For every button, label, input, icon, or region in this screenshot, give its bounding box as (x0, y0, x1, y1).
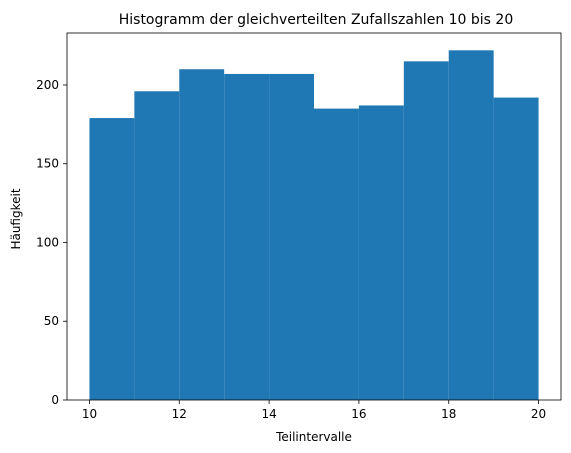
y-tick-label: 0 (51, 393, 59, 407)
x-tick-label: 12 (172, 407, 187, 421)
histogram-bar (493, 97, 539, 400)
y-axis: 0 50 100 150 200 (36, 78, 67, 407)
histogram-bar (358, 105, 404, 401)
histogram-bar (224, 73, 270, 400)
x-tick-label: 14 (261, 407, 276, 421)
chart-title: Histogramm der gleichverteilten Zufallsz… (119, 12, 514, 28)
plot-frame (66, 32, 562, 401)
histogram-bar (448, 50, 494, 401)
y-tick-label: 50 (44, 314, 59, 328)
x-axis: 10 12 14 16 18 20 (82, 400, 546, 421)
y-tick-label: 200 (36, 78, 59, 92)
histogram-bar (89, 118, 135, 401)
x-tick-label: 18 (441, 407, 456, 421)
bars-group (89, 50, 539, 401)
histogram-bar (179, 69, 225, 400)
x-tick-label: 10 (82, 407, 97, 421)
histogram-bar (134, 91, 180, 401)
histogram-bar (314, 108, 359, 400)
histogram-bar (269, 73, 314, 400)
y-tick-label: 100 (36, 235, 59, 249)
x-tick-label: 20 (531, 407, 546, 421)
y-axis-label: Häufigkeit (9, 188, 23, 249)
x-tick-label: 16 (351, 407, 366, 421)
y-tick-label: 150 (36, 157, 59, 171)
histogram-bar (403, 61, 449, 401)
x-axis-label: Teilintervalle (275, 430, 352, 444)
